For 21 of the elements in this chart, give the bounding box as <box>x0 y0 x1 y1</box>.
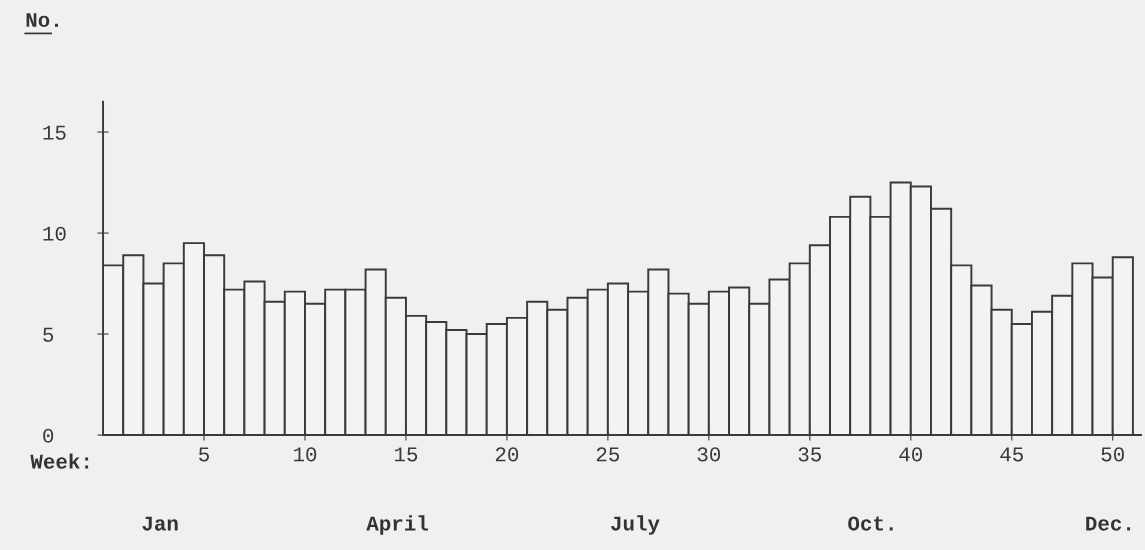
y-tick-label: 5 <box>43 327 54 342</box>
x-tick-label: 15 <box>394 447 418 462</box>
x-tick-label: 20 <box>495 447 519 462</box>
x-tick-label: 10 <box>293 447 317 462</box>
y-tick-label: 15 <box>43 125 66 140</box>
y-tick-label: 0 <box>43 428 54 443</box>
y-tick-label: 10 <box>43 226 66 241</box>
text: July <box>611 515 660 535</box>
x-tick-label: 25 <box>596 447 620 462</box>
text: April <box>366 515 428 535</box>
x-tick-label: 5 <box>199 447 209 462</box>
x-tick-label: 35 <box>798 447 821 462</box>
x-tick-label: 45 <box>1000 447 1023 462</box>
x-tick-label: 30 <box>697 447 721 462</box>
x-tick-label: 40 <box>899 447 923 462</box>
y-axis-title: No. <box>26 13 58 28</box>
x-axis-title: Week: <box>30 453 89 469</box>
text: Dec. <box>1086 516 1131 531</box>
text: Jan <box>142 516 178 531</box>
text: Oct. <box>848 516 893 531</box>
x-tick-label: 50 <box>1101 447 1124 462</box>
